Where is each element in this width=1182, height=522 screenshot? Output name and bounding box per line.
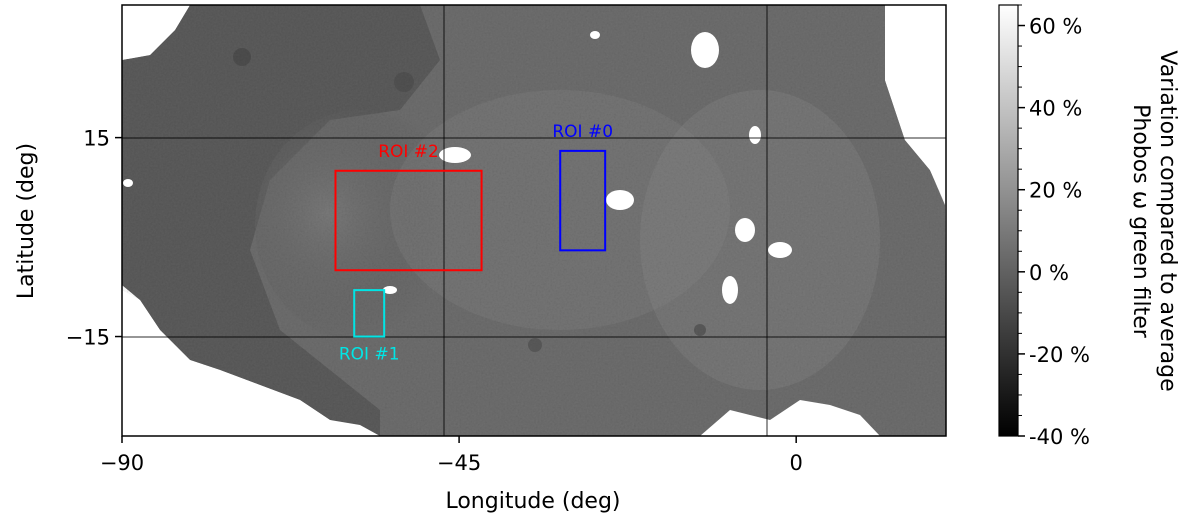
colorbar-tick-label: 20 % xyxy=(1029,179,1082,203)
x-axis: −90 −45 0 xyxy=(100,436,803,475)
roi-box-1 xyxy=(353,289,386,338)
colorbar: 60 % 40 % 20 % 0 % -20 % -40 % Variation comp… xyxy=(998,4,1180,449)
y-tick-label: −15 xyxy=(66,326,110,350)
colorbar-tick-label: 0 % xyxy=(1029,261,1069,285)
y-axis-label: Latitude (deg) xyxy=(14,143,39,299)
colorbar-tick-label: 60 % xyxy=(1029,15,1082,39)
colorbar-label-line2: Phobos ω green filter xyxy=(1128,104,1153,339)
colorbar-label-line1: Variation compared to average xyxy=(1155,50,1180,391)
y-tick-label: 15 xyxy=(83,127,110,151)
roi-box-2 xyxy=(334,169,483,272)
colorbar-tick-label: -40 % xyxy=(1029,425,1090,449)
x-axis-label: Longitude (deg) xyxy=(445,489,620,514)
colorbar-gradient xyxy=(998,4,1019,437)
nodata-patches xyxy=(122,5,946,436)
plot-frame xyxy=(121,4,947,437)
roi-layer: ROI #0 ROI #1 ROI #2 xyxy=(334,122,613,365)
x-tick-label: −45 xyxy=(437,451,481,475)
image-area xyxy=(122,5,946,436)
x-tick-label: −90 xyxy=(100,451,144,475)
roi-label-1: ROI #1 xyxy=(339,345,400,365)
roi-box-0 xyxy=(559,149,607,252)
y-axis: 15 −15 xyxy=(66,127,122,350)
roi-label-0: ROI #0 xyxy=(552,122,613,142)
colorbar-tick-label: 40 % xyxy=(1029,97,1082,121)
gridlines xyxy=(122,5,946,436)
x-tick-label: 0 xyxy=(789,451,802,475)
roi-label-2: ROI #2 xyxy=(378,142,439,162)
colorbar-tick-label: -20 % xyxy=(1029,343,1090,367)
surface-image xyxy=(122,5,946,436)
colorbar-ticks: 60 % 40 % 20 % 0 % -20 % -40 % xyxy=(1018,4,1090,449)
